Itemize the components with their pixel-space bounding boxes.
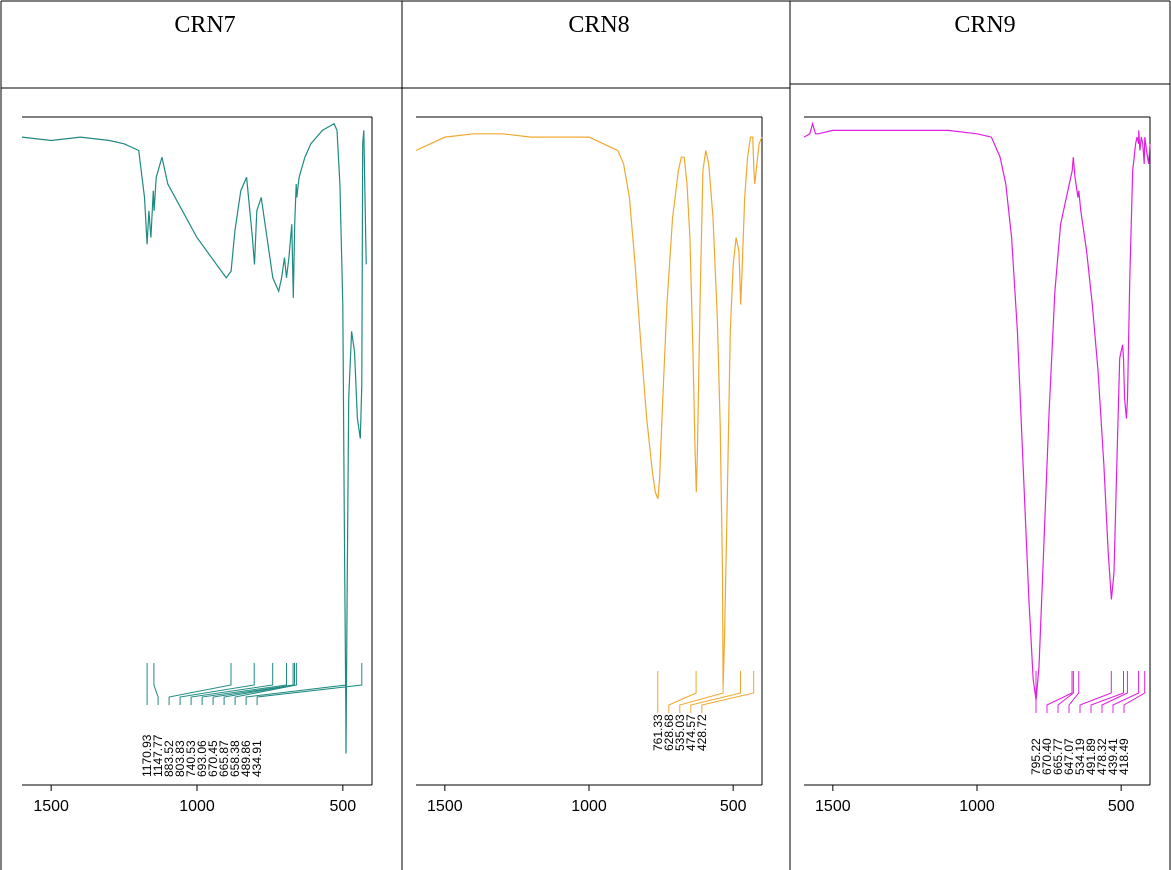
peak-marker-stem	[1101, 671, 1128, 713]
x-tick-label: 1500	[33, 798, 69, 815]
peak-label: 418.49	[1117, 738, 1131, 775]
peak-label: 628.68	[662, 714, 676, 751]
peak-label: 478.32	[1095, 738, 1109, 775]
peak-label: 761.33	[651, 714, 665, 751]
peak-marker-stem	[190, 663, 274, 705]
x-tick-label: 1000	[959, 798, 995, 815]
peak-marker-stem	[256, 663, 363, 705]
spectrum-chart-crn9: 1500 1000 500 795.22670.40665.77647.07534.1…	[803, 116, 1151, 815]
peak-label: 883.52	[162, 740, 176, 777]
spectrum-line	[415, 133, 763, 687]
peak-marker-stem	[1112, 671, 1140, 713]
spectrum-line	[21, 122, 367, 754]
peak-marker-stem	[1068, 671, 1080, 713]
peak-label: 803.83	[173, 740, 187, 777]
peak-marker-stem	[1123, 671, 1146, 713]
spectrum-chart-crn7: 1500 1000 500 1170.931147.77883.52803.83740…	[21, 116, 373, 815]
x-tick-label: 500	[1108, 798, 1135, 815]
peak-label: 534.19	[1073, 738, 1087, 775]
peak-label: 491.89	[1084, 738, 1098, 775]
spectrum-chart-crn8: 1500 1000 500 761.33628.68535.03474.57428.7…	[415, 116, 763, 815]
panel-title-crn7: CRN7	[174, 12, 236, 38]
peak-marker-stem	[201, 663, 287, 705]
peak-marker-stem	[668, 671, 697, 713]
peak-label: 439.41	[1106, 738, 1120, 775]
x-tick-label: 1000	[571, 798, 607, 815]
peak-label: 434.91	[250, 740, 264, 777]
panel-title-crn8: CRN8	[568, 12, 630, 38]
x-tick-label: 1500	[427, 798, 463, 815]
peak-label: 647.07	[1062, 738, 1076, 775]
peak-marker-stem	[223, 663, 295, 705]
peak-marker-stem	[168, 663, 232, 705]
peak-marker-stem	[701, 671, 755, 713]
peak-marker-stem	[179, 663, 255, 705]
peak-marker-stem	[679, 671, 724, 713]
x-tick-label: 500	[329, 798, 356, 815]
peak-marker-stem	[212, 663, 294, 705]
peak-label: 1170.93	[140, 734, 154, 777]
x-tick-label: 1000	[179, 798, 215, 815]
peak-label: 1147.77	[151, 734, 165, 777]
peak-label: 693.06	[195, 740, 209, 777]
peak-label: 474.57	[684, 714, 698, 751]
panel-title-crn9: CRN9	[954, 12, 1016, 38]
peak-marker-stem	[1046, 671, 1073, 713]
peak-label: 670.45	[206, 740, 220, 777]
peak-label: 665.77	[1051, 738, 1065, 775]
peak-label: 535.03	[673, 714, 687, 751]
peak-marker-stem	[1079, 671, 1112, 713]
x-tick-label: 1500	[815, 798, 851, 815]
peak-marker-stem	[1090, 671, 1124, 713]
spectrum-line	[803, 121, 1151, 700]
peak-marker-stem	[245, 663, 347, 705]
x-tick-label: 500	[720, 798, 747, 815]
peak-marker-stem	[153, 663, 159, 705]
peak-label: 740.53	[184, 740, 198, 777]
peak-label: 489.86	[239, 740, 253, 777]
peak-marker-stem	[1057, 671, 1074, 713]
peak-label: 665.87	[217, 740, 231, 777]
peak-label: 670.40	[1040, 738, 1054, 775]
peak-label: 428.72	[695, 714, 709, 751]
peak-label: 658.38	[228, 740, 242, 777]
peak-label: 795.22	[1029, 738, 1043, 775]
peak-marker-stem	[234, 663, 298, 705]
peak-marker-stem	[690, 671, 741, 713]
